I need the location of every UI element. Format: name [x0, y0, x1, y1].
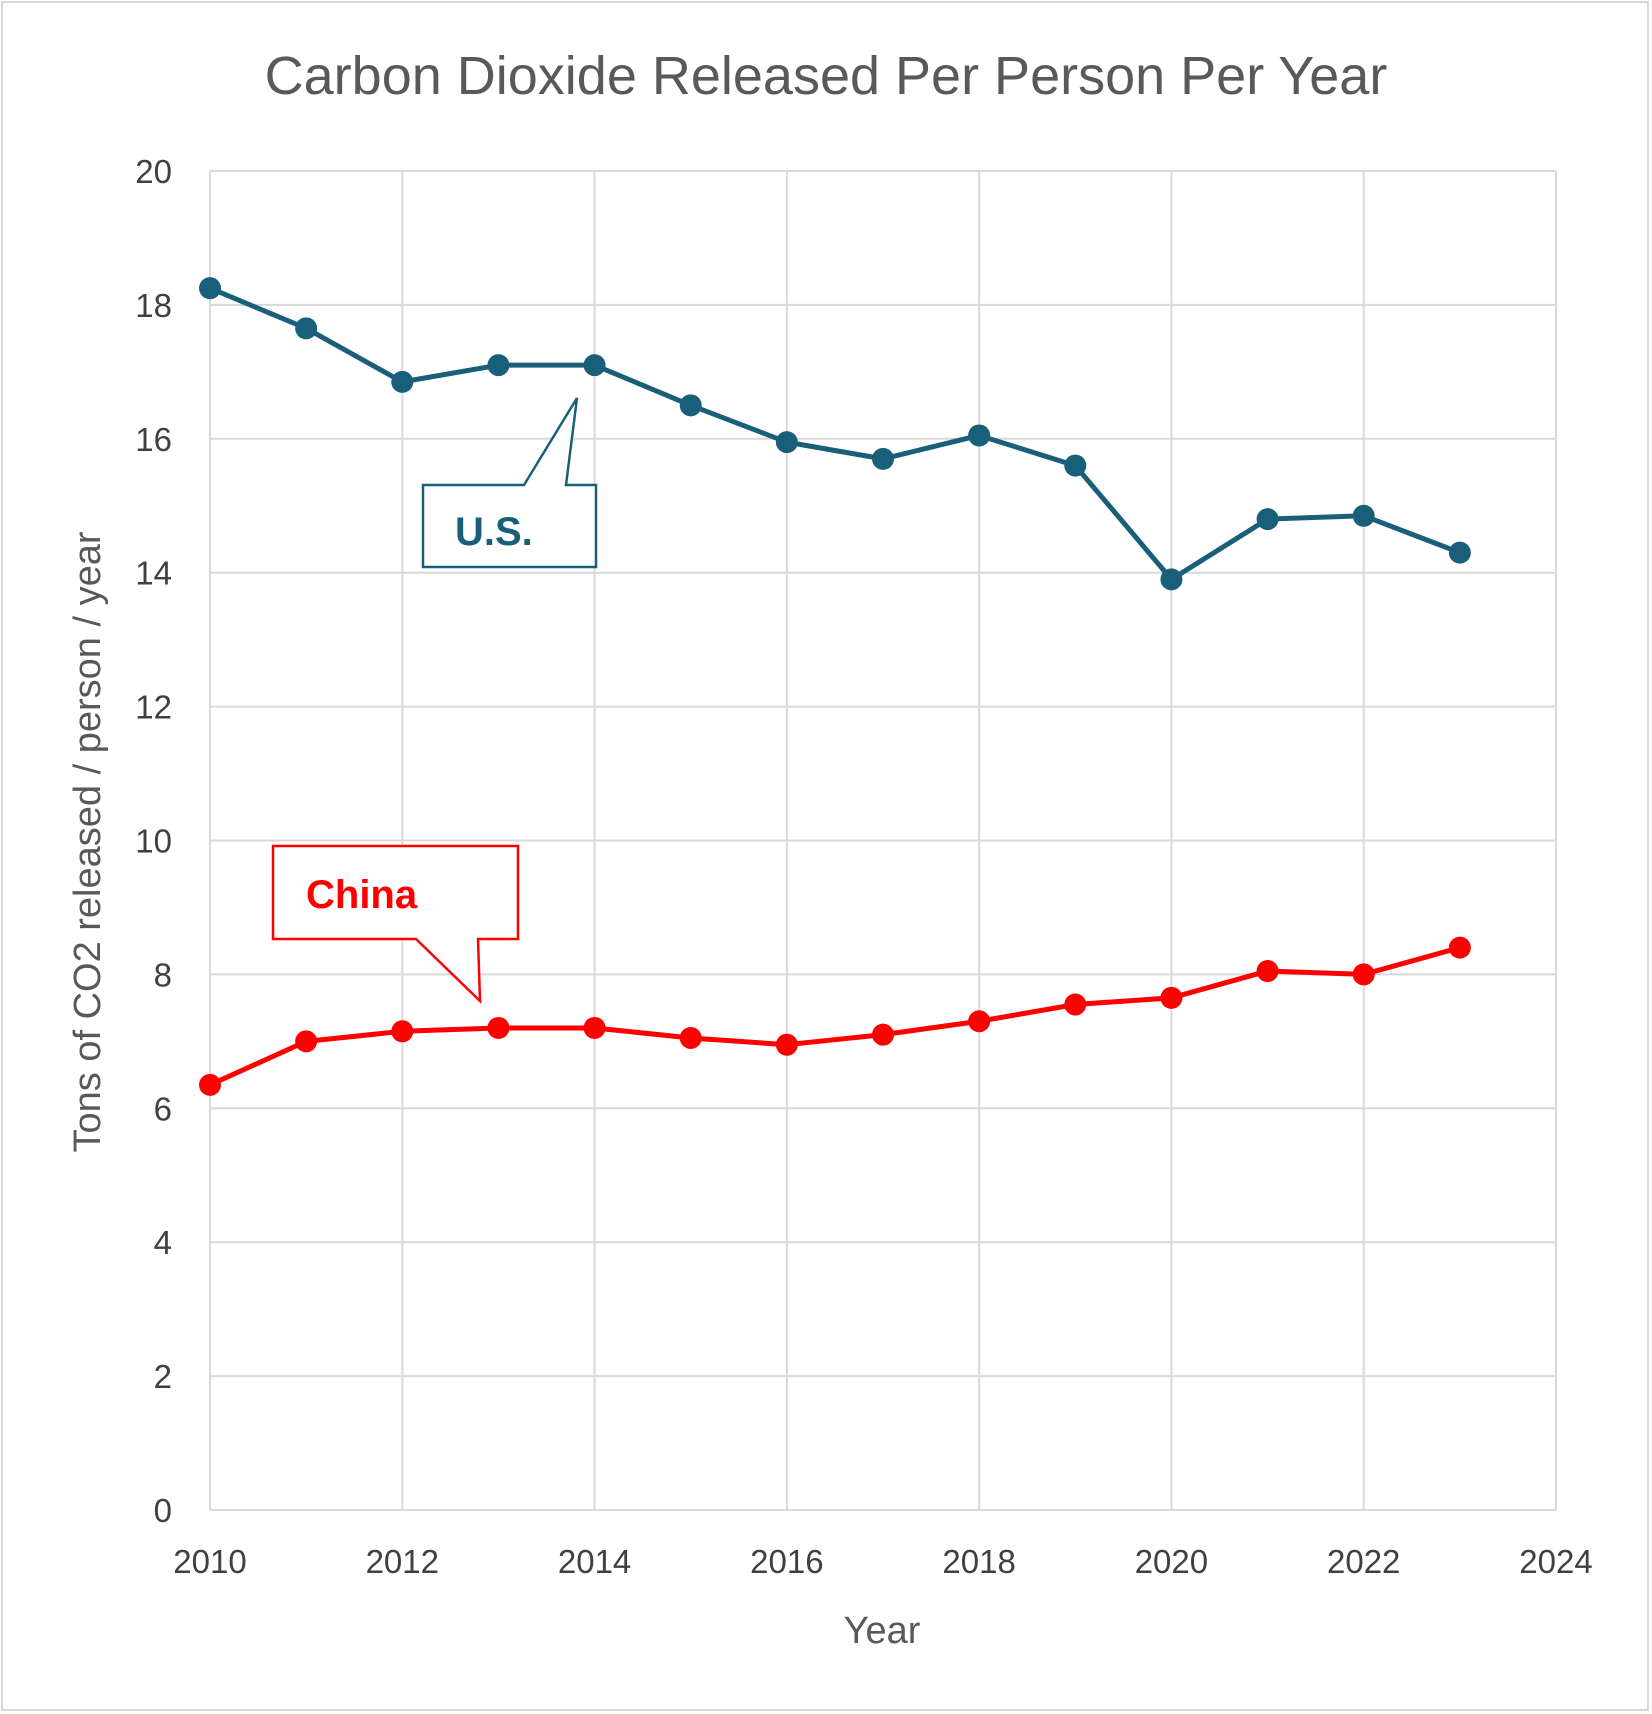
u-s-series-line	[207, 285, 1463, 582]
china-data-point	[1352, 963, 1375, 986]
x-tick-label: 2020	[1135, 1543, 1208, 1580]
y-axis-title: Tons of CO2 released / person / year	[67, 531, 109, 1152]
x-tick-label: 2010	[173, 1543, 246, 1580]
y-tick-label: 10	[135, 823, 172, 860]
china-data-point	[679, 1027, 702, 1050]
y-tick-label: 14	[135, 555, 172, 592]
x-tick-label: 2014	[558, 1543, 631, 1580]
china-data-point	[1448, 936, 1471, 959]
u-s-data-point	[487, 354, 510, 377]
china-data-point	[968, 1010, 991, 1033]
u-s-data-point	[583, 354, 606, 377]
china-data-point	[1256, 960, 1279, 983]
china-data-point	[1064, 993, 1087, 1016]
x-tick-label: 2018	[942, 1543, 1015, 1580]
y-tick-label: 12	[135, 689, 172, 726]
china-data-point	[775, 1033, 798, 1056]
u-s-data-point	[1448, 541, 1471, 564]
china-data-point	[295, 1030, 318, 1053]
y-tick-label: 6	[154, 1090, 172, 1127]
china-callout: China	[271, 844, 520, 1005]
us-callout-label: U.S.	[455, 510, 533, 554]
u-s-data-point	[391, 370, 414, 393]
china-series-line	[207, 945, 1463, 1088]
data-series	[199, 277, 1471, 1096]
u-s-data-point	[1064, 454, 1087, 477]
china-data-point	[391, 1020, 414, 1043]
x-tick-label: 2024	[1519, 1543, 1592, 1580]
us-callout: U.S.	[421, 397, 598, 569]
grid-lines	[209, 170, 1557, 1511]
china-data-point	[487, 1016, 510, 1039]
china-callout-box	[271, 844, 520, 1005]
u-s-data-point	[199, 277, 221, 300]
china-data-point	[1160, 986, 1183, 1009]
x-axis-title: Year	[844, 1610, 921, 1652]
u-s-data-point	[1352, 504, 1375, 527]
u-s-data-point	[968, 424, 991, 447]
x-tick-label: 2012	[366, 1543, 439, 1580]
y-tick-label: 0	[154, 1492, 172, 1529]
y-tick-label: 16	[135, 421, 172, 458]
axis-tick-labels: 0 2 4 6 8 10 12 14 16 18 20 2010 2012 2014 2016 2018 202…	[135, 153, 1592, 1580]
y-tick-label: 18	[135, 287, 172, 324]
us-callout-box	[421, 397, 598, 569]
x-tick-label: 2016	[750, 1543, 823, 1580]
u-s-data-point	[1160, 568, 1183, 591]
y-tick-label: 8	[154, 956, 172, 993]
y-tick-label: 2	[154, 1358, 172, 1395]
chart-title: Carbon Dioxide Released Per Person Per Y…	[265, 46, 1388, 106]
china-data-point	[872, 1023, 894, 1046]
china-data-point	[583, 1016, 606, 1039]
china-data-point	[199, 1073, 221, 1096]
y-tick-label: 4	[154, 1224, 172, 1261]
u-s-data-point	[295, 317, 318, 340]
u-s-data-point	[679, 394, 702, 417]
china-callout-label: China	[306, 873, 418, 917]
y-tick-label: 20	[135, 153, 172, 190]
x-tick-label: 2022	[1327, 1543, 1400, 1580]
u-s-data-point	[775, 431, 798, 454]
u-s-data-point	[1256, 508, 1279, 531]
u-s-data-point	[872, 447, 894, 470]
